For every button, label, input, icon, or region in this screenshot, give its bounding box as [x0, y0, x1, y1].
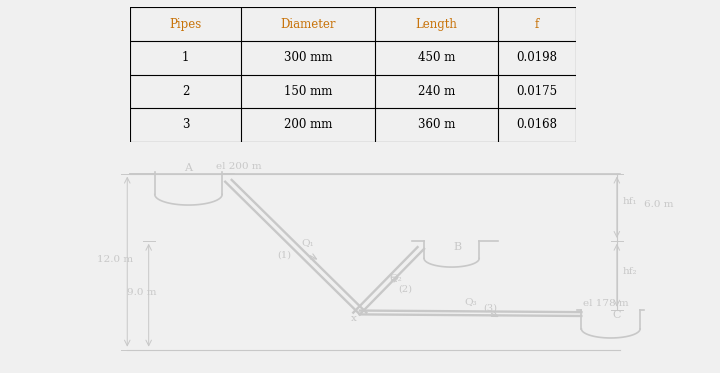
Text: Q₁: Q₁: [302, 238, 315, 247]
Text: Q₂: Q₂: [389, 273, 402, 282]
Text: 6.0 m: 6.0 m: [644, 200, 674, 209]
Text: (1): (1): [277, 251, 291, 260]
Text: el 200 m: el 200 m: [216, 162, 261, 171]
Text: x: x: [351, 314, 356, 323]
Text: (2): (2): [398, 284, 412, 293]
Text: hf₂: hf₂: [623, 267, 638, 276]
Text: Q₃: Q₃: [464, 297, 477, 306]
Text: Pipes: Pipes: [169, 18, 202, 31]
Text: B: B: [454, 242, 462, 253]
Text: f: f: [535, 18, 539, 31]
Text: 150 mm: 150 mm: [284, 85, 333, 98]
Text: 1: 1: [181, 51, 189, 64]
Text: 300 mm: 300 mm: [284, 51, 333, 64]
Text: 3: 3: [181, 119, 189, 131]
Text: el 178 m: el 178 m: [583, 300, 629, 308]
Text: (3): (3): [483, 303, 497, 313]
Text: 12.0 m: 12.0 m: [96, 255, 132, 264]
Text: 0.0168: 0.0168: [516, 119, 557, 131]
Text: 240 m: 240 m: [418, 85, 455, 98]
Text: C: C: [613, 310, 621, 320]
Text: 0.0198: 0.0198: [516, 51, 557, 64]
Text: 200 mm: 200 mm: [284, 119, 333, 131]
Text: hf₁: hf₁: [623, 197, 638, 206]
Text: A: A: [184, 163, 192, 173]
Text: Length: Length: [415, 18, 457, 31]
Text: 9.0 m: 9.0 m: [127, 288, 157, 297]
Text: 2: 2: [181, 85, 189, 98]
Text: 0.0175: 0.0175: [516, 85, 557, 98]
Text: 450 m: 450 m: [418, 51, 455, 64]
Text: Diameter: Diameter: [280, 18, 336, 31]
Text: 360 m: 360 m: [418, 119, 455, 131]
